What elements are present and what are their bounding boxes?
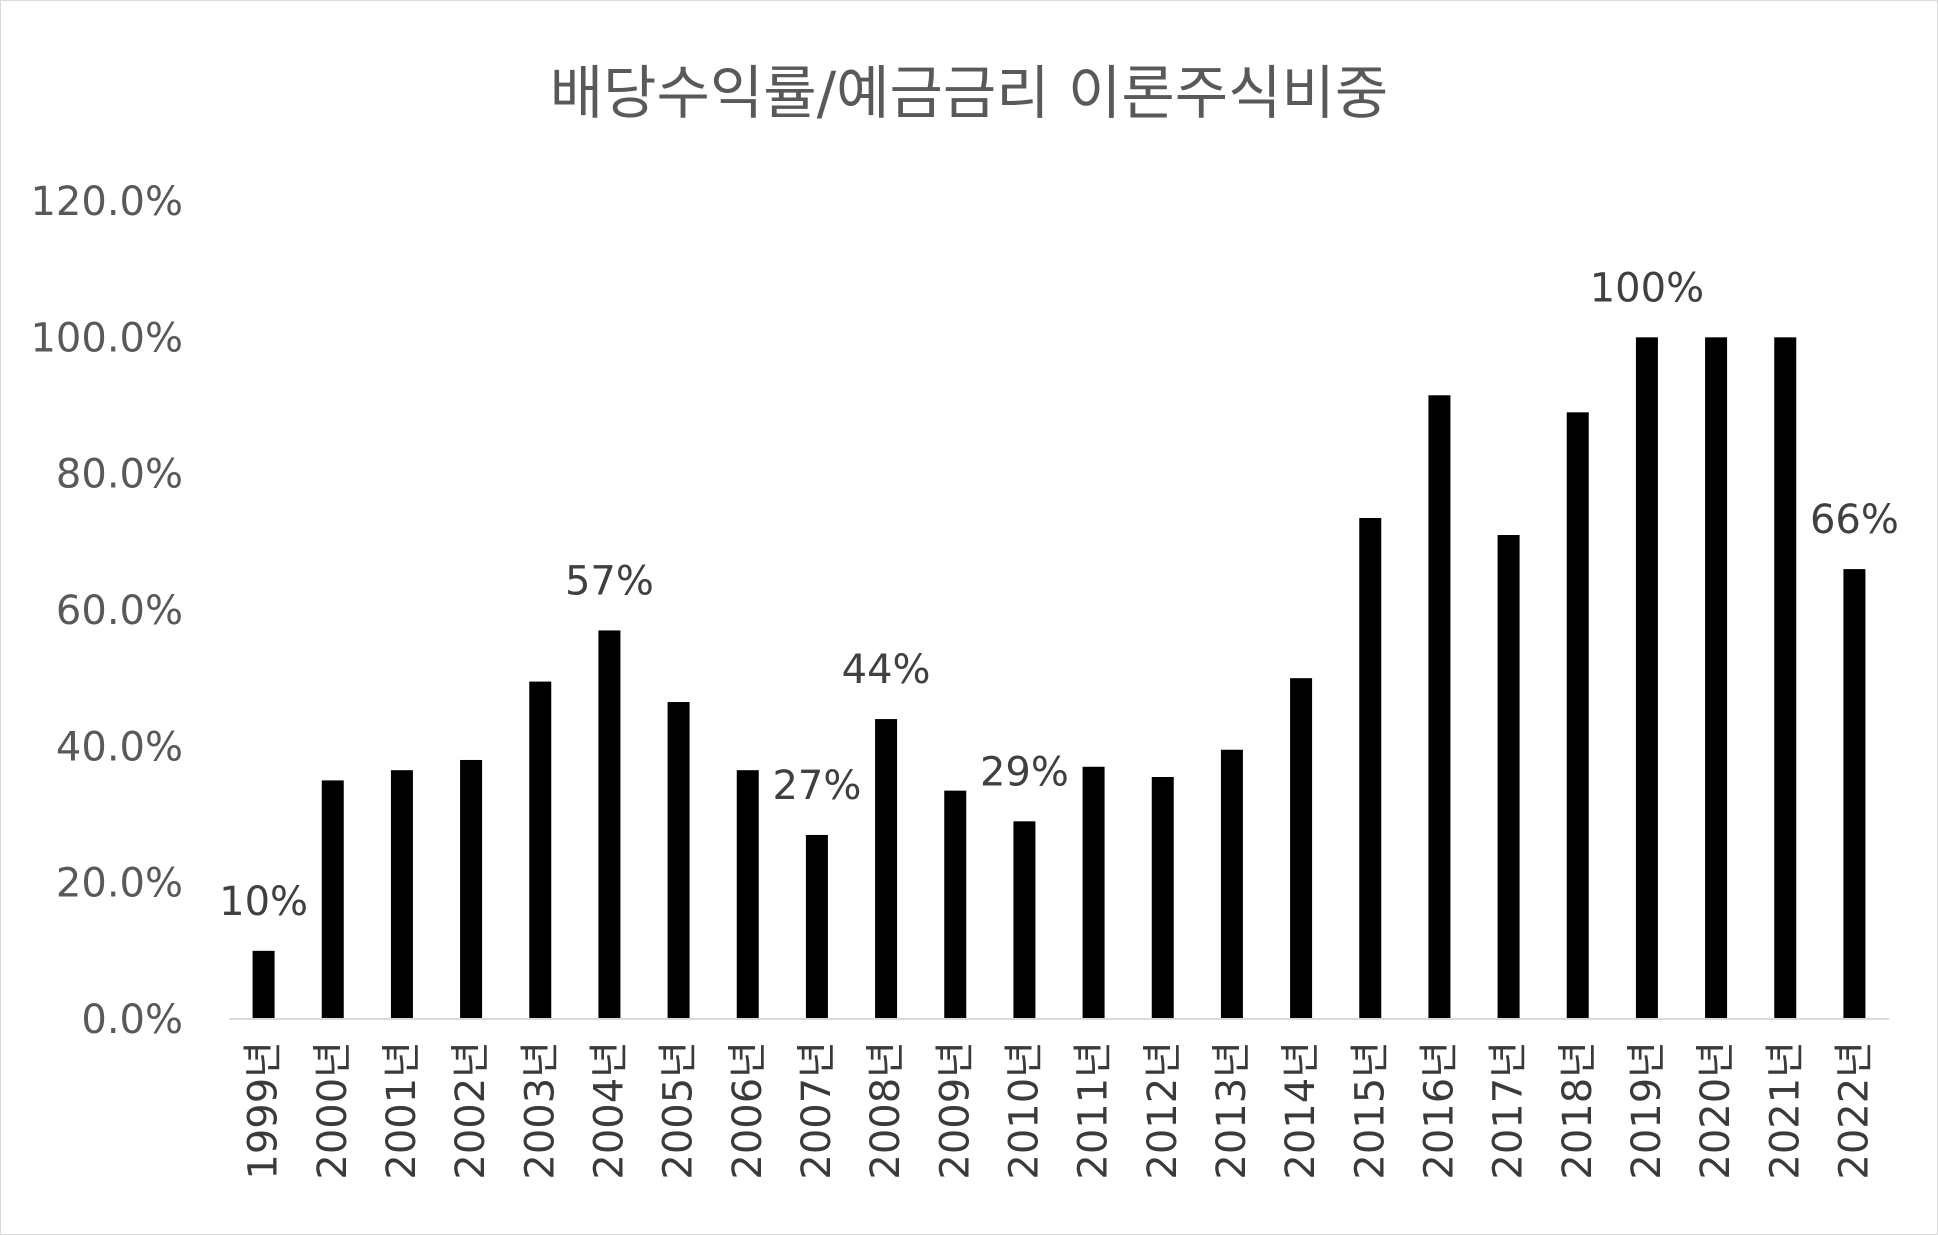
x-tick-label: 2022년: [1831, 1041, 1877, 1180]
x-tick-label: 2020년: [1693, 1041, 1739, 1180]
x-tick-label: 2013년: [1209, 1041, 1255, 1180]
y-tick-label: 100.0%: [30, 315, 183, 361]
x-tick-label: 2017년: [1486, 1041, 1532, 1180]
y-tick-label: 40.0%: [56, 724, 183, 770]
y-tick-label: 0.0%: [81, 997, 183, 1043]
bar: [1013, 821, 1036, 1019]
x-tick-label: 2008년: [863, 1041, 909, 1180]
data-label: 27%: [772, 763, 861, 809]
data-label: 57%: [565, 558, 654, 604]
bar: [944, 790, 967, 1019]
bar: [321, 780, 344, 1019]
bar: [1705, 337, 1728, 1019]
x-tick-label: 2000년: [310, 1041, 356, 1180]
data-label: 44%: [842, 647, 931, 693]
x-tick-label: 2001년: [379, 1041, 425, 1180]
bar: [667, 702, 690, 1019]
data-label: 10%: [219, 879, 308, 925]
bar: [805, 834, 828, 1019]
bar: [1359, 517, 1382, 1019]
x-tick-label: 2016년: [1416, 1041, 1462, 1180]
bar: [1082, 766, 1105, 1019]
bar: [252, 950, 275, 1019]
bar: [598, 630, 621, 1019]
y-tick-label: 80.0%: [56, 452, 183, 498]
data-label: 66%: [1810, 497, 1899, 543]
x-axis: 1999년 2000년 2001년 2002년 2003년 2004년 2005년 2006년…: [241, 1041, 1878, 1180]
x-tick-label: 2019년: [1624, 1041, 1670, 1180]
x-tick-label: 2003년: [517, 1041, 563, 1180]
x-tick-label: 2009년: [932, 1041, 978, 1180]
bar: [460, 759, 483, 1019]
x-tick-label: 1999년: [241, 1041, 287, 1180]
bar: [1290, 678, 1313, 1019]
x-tick-label: 2014년: [1278, 1041, 1324, 1180]
bar: [1635, 337, 1658, 1019]
data-label: 29%: [980, 749, 1069, 795]
bar: [1843, 569, 1866, 1019]
data-label: 100%: [1590, 265, 1704, 311]
bar: [1566, 412, 1589, 1020]
x-tick-label: 2021년: [1762, 1041, 1808, 1180]
y-tick-label: 60.0%: [56, 588, 183, 634]
x-tick-label: 2002년: [448, 1041, 494, 1180]
data-labels: 10% 57% 27% 44% 29% 100% 66%: [219, 265, 1899, 925]
bar: [1151, 777, 1174, 1019]
bars: [252, 337, 1866, 1020]
bar: [529, 681, 552, 1019]
y-tick-label: 20.0%: [56, 861, 183, 907]
x-tick-label: 2018년: [1555, 1041, 1601, 1180]
y-axis: 0.0% 20.0% 40.0% 60.0% 80.0% 100.0% 120.0%: [30, 179, 183, 1043]
x-tick-label: 2007년: [794, 1041, 840, 1180]
x-tick-label: 2012년: [1140, 1041, 1186, 1180]
bar: [1774, 337, 1797, 1019]
bar: [736, 770, 759, 1019]
x-tick-label: 2010년: [1001, 1041, 1047, 1180]
bar: [1428, 395, 1451, 1019]
x-tick-label: 2005년: [656, 1041, 702, 1180]
chart-title: 배당수익률/예금금리 이론주식비중: [550, 59, 1388, 127]
x-tick-label: 2006년: [725, 1041, 771, 1180]
bar: [1497, 535, 1520, 1019]
bar: [1220, 749, 1243, 1019]
bar: [390, 770, 413, 1019]
x-tick-label: 2004년: [586, 1041, 632, 1180]
x-tick-label: 2011년: [1071, 1041, 1117, 1180]
bar: [875, 719, 898, 1019]
x-tick-label: 2015년: [1347, 1041, 1393, 1180]
y-tick-label: 120.0%: [30, 179, 183, 225]
